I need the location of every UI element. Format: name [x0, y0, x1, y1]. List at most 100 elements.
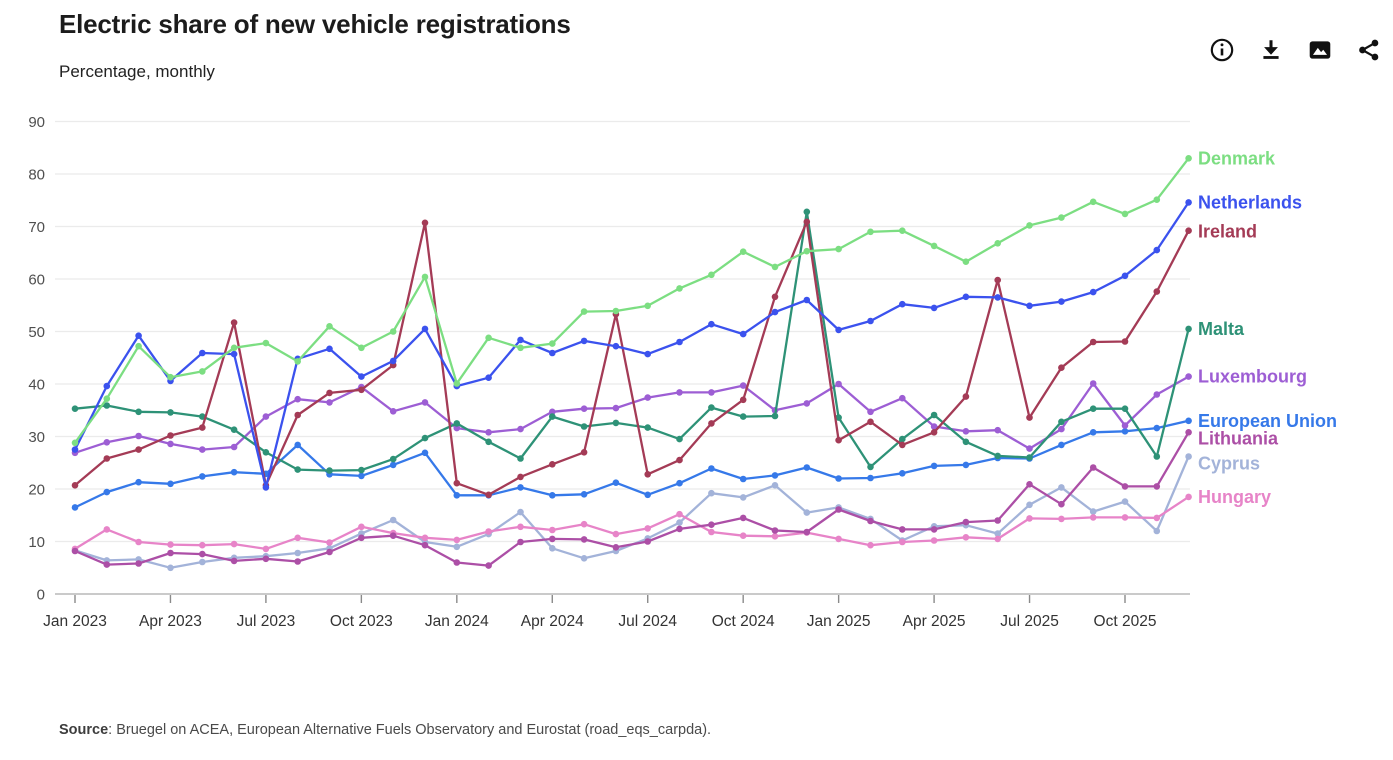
data-point[interactable]	[580, 405, 588, 413]
data-point[interactable]	[580, 337, 588, 345]
data-point[interactable]	[1121, 405, 1129, 413]
data-point[interactable]	[835, 245, 842, 253]
data-point[interactable]	[835, 380, 842, 388]
data-point[interactable]	[421, 273, 429, 281]
data-point[interactable]	[580, 423, 588, 430]
data-point[interactable]	[103, 395, 111, 403]
data-point[interactable]	[803, 218, 811, 226]
data-point[interactable]	[421, 219, 429, 227]
data-point[interactable]	[580, 555, 588, 562]
data-point[interactable]	[994, 426, 1001, 434]
data-point[interactable]	[199, 446, 206, 453]
data-point[interactable]	[1026, 454, 1033, 461]
data-point[interactable]	[899, 300, 906, 308]
data-point[interactable]	[1089, 338, 1097, 346]
data-point[interactable]	[612, 342, 620, 350]
data-point[interactable]	[358, 373, 365, 380]
data-point[interactable]	[771, 482, 779, 489]
data-point[interactable]	[676, 389, 683, 396]
data-point[interactable]	[517, 484, 524, 491]
data-point[interactable]	[835, 535, 842, 543]
data-point[interactable]	[1089, 508, 1097, 515]
data-point[interactable]	[485, 438, 492, 446]
data-point[interactable]	[676, 510, 683, 518]
data-point[interactable]	[803, 208, 811, 216]
data-point[interactable]	[167, 564, 174, 572]
data-point[interactable]	[294, 395, 302, 403]
data-point[interactable]	[612, 479, 620, 487]
data-point[interactable]	[1026, 515, 1033, 522]
data-point[interactable]	[485, 374, 492, 382]
data-point[interactable]	[71, 504, 79, 511]
data-point[interactable]	[421, 399, 429, 406]
data-point[interactable]	[103, 561, 111, 568]
data-point[interactable]	[389, 328, 397, 335]
data-point[interactable]	[994, 530, 1001, 537]
data-point[interactable]	[453, 380, 461, 387]
data-point[interactable]	[1089, 405, 1097, 413]
data-point[interactable]	[167, 409, 174, 416]
data-point[interactable]	[103, 455, 111, 462]
data-point[interactable]	[1026, 414, 1033, 421]
data-point[interactable]	[485, 562, 492, 569]
data-point[interactable]	[135, 560, 142, 567]
data-point[interactable]	[1089, 198, 1097, 206]
data-point[interactable]	[803, 464, 811, 471]
data-point[interactable]	[580, 449, 588, 456]
data-point[interactable]	[358, 523, 365, 531]
data-point[interactable]	[453, 543, 461, 551]
data-point[interactable]	[230, 350, 238, 358]
data-point[interactable]	[739, 532, 747, 539]
data-point[interactable]	[962, 518, 970, 526]
data-point[interactable]	[1089, 464, 1097, 471]
data-point[interactable]	[1121, 483, 1129, 490]
data-point[interactable]	[994, 517, 1001, 524]
data-point[interactable]	[262, 484, 270, 491]
data-point[interactable]	[1185, 373, 1192, 380]
data-point[interactable]	[167, 432, 174, 439]
data-point[interactable]	[867, 474, 874, 482]
data-point[interactable]	[899, 526, 906, 533]
data-point[interactable]	[676, 285, 683, 292]
data-point[interactable]	[421, 434, 429, 442]
data-point[interactable]	[739, 330, 747, 338]
data-point[interactable]	[644, 471, 651, 478]
data-point[interactable]	[708, 528, 715, 536]
data-point[interactable]	[1121, 422, 1129, 429]
data-point[interactable]	[453, 479, 461, 487]
data-point[interactable]	[358, 472, 365, 480]
series-line-lithuania[interactable]	[73, 431, 1190, 567]
data-point[interactable]	[326, 323, 333, 330]
data-point[interactable]	[612, 307, 620, 315]
data-point[interactable]	[771, 412, 779, 420]
data-point[interactable]	[930, 526, 938, 533]
data-point[interactable]	[739, 494, 747, 501]
data-point[interactable]	[167, 549, 174, 557]
data-point[interactable]	[676, 456, 683, 464]
data-point[interactable]	[199, 558, 206, 566]
data-point[interactable]	[708, 271, 715, 279]
data-point[interactable]	[1153, 288, 1161, 295]
data-point[interactable]	[930, 242, 938, 250]
data-point[interactable]	[994, 535, 1001, 543]
data-point[interactable]	[867, 517, 874, 525]
data-point[interactable]	[644, 302, 651, 310]
data-point[interactable]	[1089, 514, 1097, 521]
data-point[interactable]	[994, 452, 1001, 460]
data-point[interactable]	[326, 467, 333, 474]
data-point[interactable]	[676, 338, 683, 346]
data-point[interactable]	[708, 521, 715, 528]
data-point[interactable]	[262, 555, 270, 563]
data-point[interactable]	[453, 536, 461, 544]
data-point[interactable]	[517, 425, 524, 433]
data-point[interactable]	[1089, 429, 1097, 436]
data-point[interactable]	[1121, 338, 1129, 345]
data-point[interactable]	[676, 479, 683, 487]
data-point[interactable]	[580, 308, 588, 315]
data-point[interactable]	[1185, 429, 1192, 436]
data-point[interactable]	[835, 326, 842, 334]
data-point[interactable]	[103, 382, 111, 390]
data-point[interactable]	[930, 462, 938, 470]
data-point[interactable]	[485, 528, 492, 535]
data-point[interactable]	[962, 534, 970, 541]
